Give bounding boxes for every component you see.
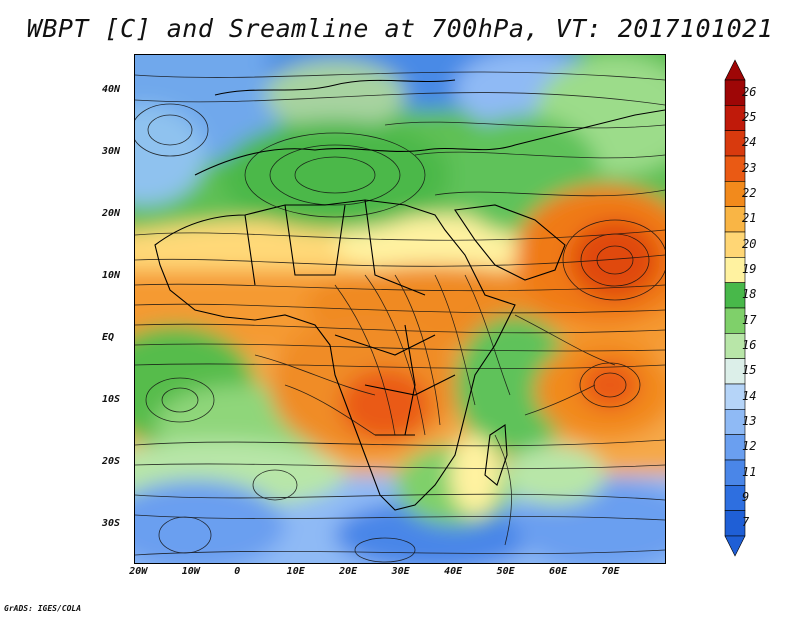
x-tick-label: 40E bbox=[444, 566, 463, 577]
colorbar bbox=[724, 59, 746, 557]
colorbar-label: 19 bbox=[742, 262, 757, 276]
map-panel bbox=[134, 54, 666, 564]
colorbar-label: 7 bbox=[742, 515, 750, 530]
footer-credit: GrADS: IGES/COLA bbox=[4, 604, 82, 613]
colorbar-label: 9 bbox=[742, 490, 750, 504]
y-tick-label: 10N bbox=[102, 270, 121, 282]
colorbar-label: 18 bbox=[742, 287, 757, 302]
x-tick-label: 20E bbox=[339, 566, 358, 577]
y-tick-label: 20S bbox=[102, 455, 121, 467]
y-tick-label: 40N bbox=[102, 84, 121, 96]
x-tick-label: 0 bbox=[234, 566, 241, 577]
chart-title: WBPT [C] and Sreamline at 700hPa, VT: 20… bbox=[26, 14, 774, 43]
y-tick-label: 30N bbox=[102, 146, 121, 158]
colorbar-label: 17 bbox=[742, 312, 757, 327]
x-tick-label: 60E bbox=[549, 566, 568, 577]
y-tick-label: 30S bbox=[102, 517, 121, 529]
colorbar-label: 23 bbox=[742, 160, 757, 175]
colorbar-label: 25 bbox=[742, 110, 757, 124]
colorbar-label: 20 bbox=[742, 236, 757, 251]
x-tick-label: 50E bbox=[496, 566, 515, 577]
colorbar-label: 12 bbox=[742, 439, 757, 454]
streamlines bbox=[135, 71, 665, 563]
colorbar-label: 13 bbox=[742, 414, 757, 428]
x-tick-label: 70E bbox=[601, 566, 620, 577]
y-tick-label: 20N bbox=[102, 208, 121, 220]
x-tick-label: 10E bbox=[286, 566, 305, 577]
y-tick-label: 10S bbox=[102, 393, 121, 405]
colorbar-label: 16 bbox=[742, 338, 757, 352]
x-tick-label: 10W bbox=[181, 566, 200, 577]
colorbar-label: 26 bbox=[742, 84, 757, 99]
colorbar-label: 24 bbox=[742, 135, 757, 150]
colorbar-top-arrow bbox=[724, 59, 746, 81]
colorbar-label: 21 bbox=[742, 211, 757, 226]
colorbar-label: 22 bbox=[742, 186, 757, 200]
wbpt-shading bbox=[135, 55, 665, 563]
coastlines bbox=[154, 79, 665, 511]
colorbar-label: 15 bbox=[742, 363, 757, 378]
y-tick-label: EQ bbox=[102, 331, 115, 343]
x-tick-label: 30E bbox=[391, 566, 410, 577]
wbpt-map bbox=[135, 55, 665, 563]
colorbar-bottom-arrow bbox=[724, 535, 746, 557]
colorbar-label: 14 bbox=[742, 388, 757, 403]
colorbar-label: 11 bbox=[742, 464, 757, 479]
x-tick-label: 20W bbox=[129, 566, 148, 577]
